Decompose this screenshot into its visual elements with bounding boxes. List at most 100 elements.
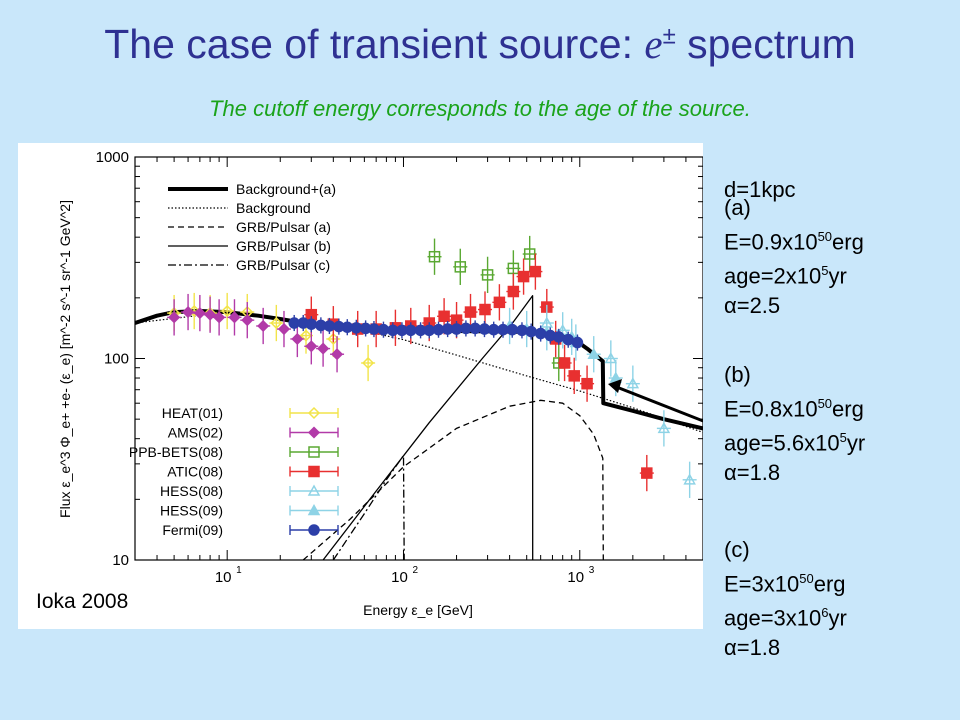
point-fermi-09- bbox=[377, 323, 390, 336]
title-symbol: e bbox=[644, 21, 663, 67]
param-alpha: α=1.8 bbox=[724, 459, 781, 485]
point-fermi-09- bbox=[305, 318, 318, 330]
point-heat-01- bbox=[270, 316, 283, 330]
point-ams-02- bbox=[277, 322, 291, 336]
legend-label: PPB-BETS(08) bbox=[129, 444, 223, 460]
param-tag: (a) bbox=[724, 195, 751, 220]
point-fermi-09- bbox=[525, 325, 537, 338]
point-fermi-09- bbox=[450, 323, 463, 335]
curve-background bbox=[134, 311, 704, 433]
legend-label: GRB/Pulsar (b) bbox=[236, 238, 331, 254]
point-ams-02- bbox=[213, 311, 226, 324]
point-atic-08- bbox=[558, 357, 571, 369]
param-age: age=3x106yr bbox=[724, 605, 847, 631]
params-block-c: (c) E=3x1050erg age=3x106yr α=1.8 bbox=[724, 535, 847, 662]
params-block-b: (b) E=0.8x1050erg age=5.6x105yr α=1.8 bbox=[724, 360, 865, 487]
legend-label: ATIC(08) bbox=[167, 464, 223, 480]
y-tick-label: 100 bbox=[104, 351, 129, 368]
legend-marker bbox=[307, 484, 321, 496]
param-energy: E=0.9x1050erg bbox=[724, 229, 864, 255]
point-ams-02- bbox=[182, 306, 195, 319]
distance-label: d=1kpc bbox=[724, 177, 796, 202]
x-tick-label: 10 bbox=[567, 569, 584, 586]
x-tick-exponent: 2 bbox=[412, 565, 418, 576]
point-ams-02- bbox=[241, 314, 254, 327]
point-atic-08- bbox=[479, 303, 491, 316]
legend-marker bbox=[307, 503, 321, 516]
point-hess-08- bbox=[657, 421, 671, 434]
legend-marker bbox=[307, 406, 321, 420]
figure-panel: 10 1 10 2 10 3 10 100 1000 Background+(a) Backgro… bbox=[18, 143, 722, 629]
point-ppb-bets-08- bbox=[454, 261, 467, 273]
slide-title: The case of transient source: e± spectru… bbox=[104, 21, 856, 67]
legend-label: AMS(02) bbox=[168, 425, 223, 441]
point-ams-02- bbox=[317, 342, 330, 355]
point-hess-09- bbox=[587, 347, 601, 359]
point-fermi-09- bbox=[553, 331, 565, 343]
param-age: age=2x105yr bbox=[724, 263, 847, 289]
legend-label: GRB/Pulsar (c) bbox=[236, 257, 330, 273]
legend-label: Background bbox=[236, 200, 311, 216]
legend-label: GRB/Pulsar (a) bbox=[236, 219, 331, 235]
legend-marker bbox=[308, 524, 320, 536]
y-tick-label: 10 bbox=[112, 552, 129, 569]
legend-label: HEAT(01) bbox=[162, 405, 223, 421]
spectrum-chart: 10 1 10 2 10 3 10 100 1000 Background+(a) Backgro… bbox=[57, 149, 722, 618]
curve-grb-pulsar-a- bbox=[302, 399, 604, 561]
param-age: age=5.6x105yr bbox=[724, 430, 866, 456]
point-hess-08- bbox=[683, 473, 696, 485]
point-atic-08- bbox=[568, 370, 580, 382]
point-fermi-09- bbox=[350, 322, 363, 334]
point-ams-02- bbox=[291, 332, 304, 346]
y-axis-label: Flux ε_e^3 Φ_e+ +e- (ε_e) [m^-2 s^-1 sr^… bbox=[57, 200, 73, 518]
slide-subtitle: The cutoff energy corresponds to the age… bbox=[209, 96, 751, 121]
legend-marker bbox=[308, 465, 320, 478]
legend-label: Fermi(09) bbox=[162, 522, 223, 538]
param-tag: (b) bbox=[724, 362, 751, 387]
legend-label: Background+(a) bbox=[236, 181, 336, 197]
y-tick-label: 1000 bbox=[96, 149, 129, 166]
x-axis-label: Energy ε_e [GeV] bbox=[363, 602, 473, 618]
point-heat-01- bbox=[362, 356, 375, 370]
point-fermi-09- bbox=[423, 324, 435, 337]
param-energy: E=0.8x1050erg bbox=[724, 396, 864, 422]
title-pm: ± bbox=[662, 22, 676, 50]
point-atic-08- bbox=[464, 306, 477, 318]
point-fermi-09- bbox=[469, 322, 481, 335]
point-ams-02- bbox=[228, 311, 241, 324]
point-atic-08- bbox=[641, 467, 653, 479]
cutoff-arrow bbox=[608, 379, 722, 430]
point-ams-02- bbox=[257, 319, 270, 333]
param-energy: E=3x1050erg bbox=[724, 571, 846, 597]
point-ams-02- bbox=[330, 348, 344, 361]
point-atic-08- bbox=[438, 310, 450, 323]
curve-grb-pulsar-b- bbox=[322, 295, 534, 561]
point-fermi-09- bbox=[487, 323, 500, 336]
point-fermi-09- bbox=[506, 323, 519, 336]
point-atic-08- bbox=[493, 296, 506, 309]
curve-grb-pulsar-c- bbox=[332, 454, 405, 561]
point-ams-02- bbox=[305, 340, 318, 353]
legend-label: HESS(09) bbox=[160, 503, 223, 519]
legend-marker bbox=[307, 426, 321, 439]
point-fermi-09- bbox=[323, 320, 336, 332]
point-atic-08- bbox=[517, 270, 530, 283]
x-tick-label: 10 bbox=[391, 569, 408, 586]
param-alpha: α=2.5 bbox=[724, 292, 781, 318]
legend-marker bbox=[308, 446, 320, 458]
point-atic-08- bbox=[507, 285, 520, 298]
point-fermi-09- bbox=[405, 324, 417, 337]
param-alpha: α=1.8 bbox=[724, 634, 781, 660]
legend-label: HESS(08) bbox=[160, 483, 223, 499]
point-ams-02- bbox=[193, 307, 206, 320]
point-ppb-bets-08- bbox=[481, 269, 494, 281]
point-fermi-09- bbox=[516, 324, 528, 337]
point-atic-08- bbox=[529, 265, 542, 278]
point-heat-01- bbox=[221, 304, 234, 318]
point-fermi-09- bbox=[534, 327, 547, 340]
x-tick-exponent: 1 bbox=[236, 565, 242, 576]
figure-credit: Ioka 2008 bbox=[36, 590, 129, 613]
point-ams-02- bbox=[168, 311, 181, 324]
point-fermi-09- bbox=[478, 323, 491, 335]
point-fermi-09- bbox=[368, 323, 380, 335]
